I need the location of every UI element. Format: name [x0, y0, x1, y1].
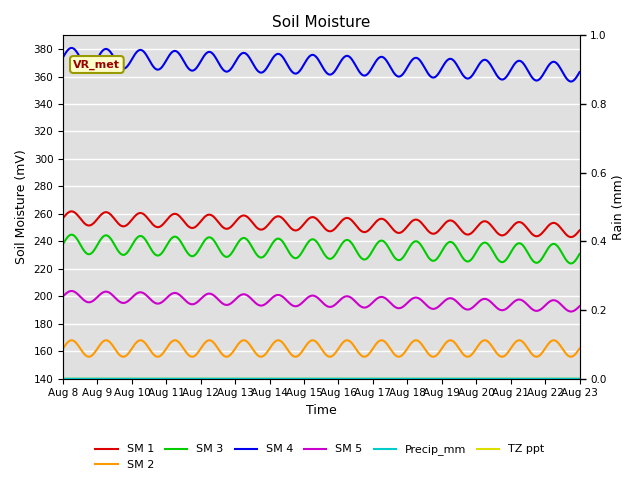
SM 5	[232, 296, 240, 301]
TZ ppt	[232, 376, 239, 382]
SM 1	[68, 208, 76, 214]
Precip_mm	[468, 376, 476, 382]
SM 3	[68, 232, 76, 238]
SM 1	[175, 212, 182, 218]
SM 4	[469, 72, 477, 77]
SM 3	[175, 236, 182, 241]
SM 4	[59, 54, 67, 60]
TZ ppt	[401, 376, 409, 382]
Precip_mm	[232, 376, 239, 382]
Precip_mm	[515, 376, 522, 382]
SM 5	[515, 297, 522, 302]
TZ ppt	[576, 376, 584, 382]
TZ ppt	[468, 376, 476, 382]
SM 2	[68, 337, 76, 343]
SM 4	[567, 79, 575, 84]
SM 1	[515, 219, 522, 225]
Line: SM 1: SM 1	[63, 211, 580, 237]
TZ ppt	[161, 376, 169, 382]
Legend: SM 1, SM 2, SM 3, SM 4, SM 5, Precip_mm, TZ ppt: SM 1, SM 2, SM 3, SM 4, SM 5, Precip_mm,…	[91, 440, 549, 474]
Precip_mm	[576, 376, 584, 382]
SM 1	[469, 229, 477, 235]
SM 5	[68, 288, 76, 294]
SM 5	[567, 309, 575, 314]
Precip_mm	[59, 376, 67, 382]
SM 3	[232, 243, 240, 249]
SM 1	[567, 234, 575, 240]
SM 2	[59, 346, 67, 351]
SM 3	[567, 261, 575, 266]
Line: SM 5: SM 5	[63, 291, 580, 312]
SM 5	[59, 293, 67, 299]
SM 5	[175, 291, 182, 297]
SM 2	[402, 348, 410, 354]
SM 5	[162, 296, 170, 302]
SM 4	[515, 58, 522, 64]
SM 4	[175, 50, 182, 56]
SM 2	[175, 339, 182, 345]
SM 3	[469, 254, 477, 260]
Precip_mm	[401, 376, 409, 382]
TZ ppt	[59, 376, 67, 382]
Line: SM 4: SM 4	[63, 48, 580, 82]
SM 3	[59, 241, 67, 247]
Precip_mm	[161, 376, 169, 382]
TZ ppt	[515, 376, 522, 382]
SM 2	[469, 350, 477, 356]
SM 1	[59, 215, 67, 221]
SM 1	[402, 226, 410, 231]
SM 4	[162, 59, 170, 64]
SM 5	[469, 304, 477, 310]
Precip_mm	[174, 376, 182, 382]
SM 3	[402, 251, 410, 257]
X-axis label: Time: Time	[306, 404, 337, 417]
SM 2	[162, 347, 170, 352]
SM 4	[576, 69, 584, 75]
SM 1	[576, 228, 584, 233]
SM 2	[515, 337, 522, 343]
Y-axis label: Soil Moisture (mV): Soil Moisture (mV)	[15, 150, 28, 264]
SM 2	[576, 346, 584, 351]
TZ ppt	[174, 376, 182, 382]
SM 5	[576, 303, 584, 309]
Line: SM 2: SM 2	[63, 340, 580, 357]
SM 3	[515, 240, 522, 246]
SM 4	[402, 68, 410, 73]
SM 3	[576, 251, 584, 257]
Line: SM 3: SM 3	[63, 235, 580, 264]
SM 2	[232, 344, 240, 350]
SM 4	[232, 58, 240, 64]
SM 2	[567, 354, 575, 360]
Title: Soil Moisture: Soil Moisture	[272, 15, 371, 30]
Text: VR_met: VR_met	[74, 60, 120, 70]
SM 3	[162, 244, 170, 250]
SM 1	[162, 218, 170, 224]
SM 1	[232, 218, 240, 224]
Y-axis label: Rain (mm): Rain (mm)	[612, 174, 625, 240]
SM 4	[68, 45, 76, 51]
SM 5	[402, 302, 410, 308]
